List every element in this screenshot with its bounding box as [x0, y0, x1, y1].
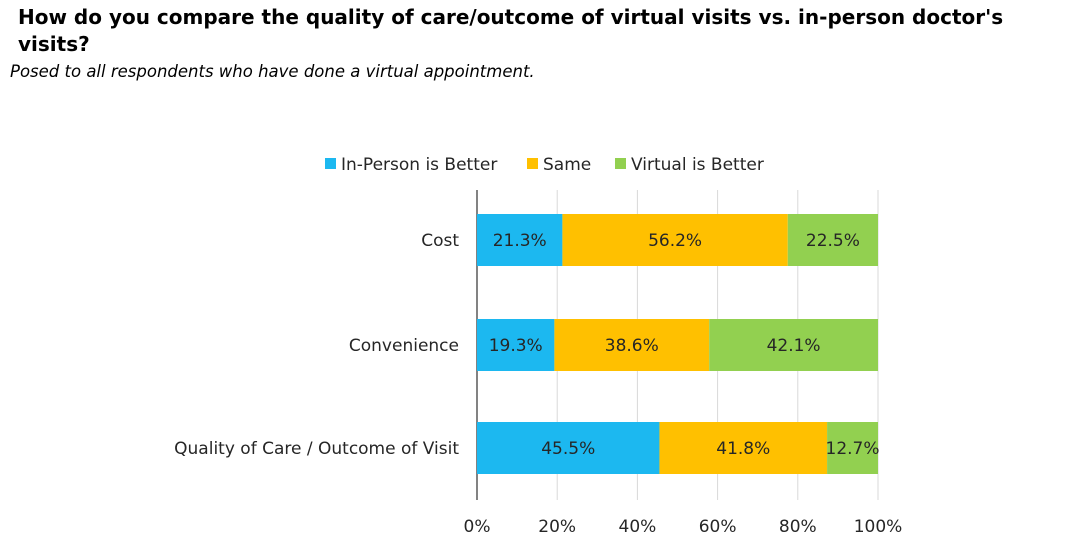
bar-segment: [659, 422, 828, 474]
legend-swatch: [325, 158, 336, 169]
data-label: 42.1%: [767, 336, 821, 356]
bar-segment: [709, 319, 878, 371]
category-label: Cost: [421, 231, 459, 251]
category-label: Quality of Care / Outcome of Visit: [174, 439, 459, 459]
data-label: 12.7%: [826, 439, 880, 459]
data-label: 56.2%: [648, 231, 702, 251]
data-label: 21.3%: [493, 231, 547, 251]
data-label: 22.5%: [806, 231, 860, 251]
data-label: 38.6%: [605, 336, 659, 356]
bar-segment: [477, 422, 660, 474]
data-label: 41.8%: [716, 439, 770, 459]
bar-segment: [787, 214, 878, 266]
category-label: Convenience: [349, 336, 459, 356]
bar-segment: [562, 214, 788, 266]
page-title: How do you compare the quality of care/o…: [18, 5, 1004, 56]
data-label: 19.3%: [489, 336, 543, 356]
bar-segment: [827, 422, 878, 474]
legend-swatch: [527, 158, 538, 169]
x-tick-label: 20%: [538, 517, 576, 537]
legend-swatch: [615, 158, 626, 169]
legend-label: Virtual is Better: [631, 155, 764, 175]
x-tick-label: 40%: [619, 517, 657, 537]
bar-segment: [477, 319, 555, 371]
x-tick-label: 60%: [699, 517, 737, 537]
x-tick-label: 100%: [854, 517, 903, 537]
x-tick-label: 80%: [779, 517, 817, 537]
legend-label: In-Person is Better: [341, 155, 497, 175]
data-label: 45.5%: [541, 439, 595, 459]
x-tick-label: 0%: [464, 517, 491, 537]
page-subtitle: Posed to all respondents who have done a…: [10, 62, 535, 81]
bar-segment: [554, 319, 710, 371]
legend-label: Same: [543, 155, 591, 175]
bar-segment: [477, 214, 563, 266]
